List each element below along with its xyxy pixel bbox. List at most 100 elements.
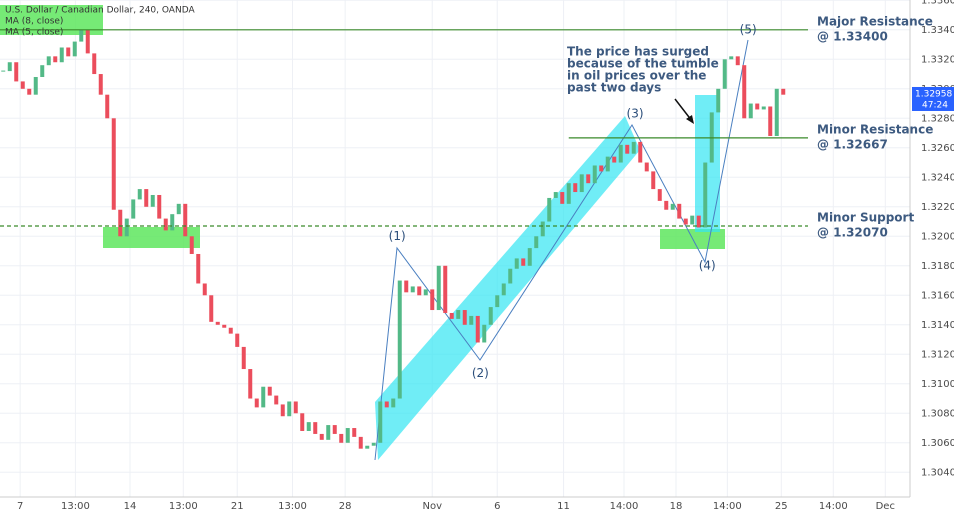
legend-entry: MA (8, close) (5, 17, 63, 27)
y-tick-label: 1.30400 (921, 467, 954, 478)
candle (761, 106, 766, 110)
candle (781, 88, 786, 95)
candle (332, 425, 337, 434)
y-tick-label: 1.31800 (921, 261, 954, 272)
wave-label: (4) (699, 258, 716, 272)
candle (209, 295, 214, 322)
candle (287, 401, 292, 417)
candle (79, 29, 84, 42)
wave-line (374, 39, 749, 461)
candle (514, 258, 519, 269)
y-tick-label: 1.32600 (921, 143, 954, 154)
level-name: Major Resistance (817, 14, 933, 28)
x-tick-label: 14:00 (819, 501, 848, 512)
x-tick-label: 14:00 (610, 501, 639, 512)
candle (196, 253, 201, 284)
candle (449, 312, 454, 319)
candle (319, 433, 324, 440)
candle (261, 386, 266, 408)
candle (527, 248, 532, 266)
x-tick-label: 13:00 (278, 501, 307, 512)
candle (690, 215, 695, 225)
candle (670, 203, 675, 210)
candle (1, 70, 6, 72)
note-line: The price has surged (567, 45, 709, 59)
level-label: @ 1.32667 (817, 137, 888, 151)
candle (391, 398, 396, 408)
candle (404, 280, 409, 293)
x-tick-label: 14:00 (713, 501, 742, 512)
candle (144, 189, 149, 207)
candle (423, 289, 428, 296)
candle (573, 183, 578, 193)
candle (59, 47, 64, 63)
candle (664, 200, 669, 210)
candle (475, 315, 480, 343)
candle (618, 144, 623, 163)
candle (111, 118, 116, 210)
candle (118, 209, 123, 237)
y-tick-label: 1.31000 (921, 379, 954, 390)
candle (280, 404, 285, 417)
candle (742, 65, 747, 119)
x-tick-label: 25 (775, 501, 788, 512)
candle (150, 194, 155, 207)
y-tick-label: 1.31200 (921, 349, 954, 360)
candle (157, 194, 162, 219)
candle (274, 395, 279, 405)
x-tick-label: 13:00 (61, 501, 90, 512)
candle (553, 192, 558, 198)
candle (657, 189, 662, 201)
countdown: 47:24 (922, 100, 948, 110)
note-line: in oil prices over the (567, 69, 706, 83)
candle (462, 310, 467, 325)
candle (46, 56, 51, 66)
candle (267, 386, 272, 396)
y-tick-label: 1.30800 (921, 408, 954, 419)
candle (488, 307, 493, 325)
candle (521, 258, 526, 266)
candle (547, 197, 552, 222)
candle (612, 156, 617, 163)
candle (631, 141, 636, 154)
x-tick-label: 14 (124, 501, 137, 512)
y-tick-label: 1.31600 (921, 290, 954, 301)
candle (20, 81, 25, 89)
candle (599, 165, 604, 172)
candle (33, 76, 38, 95)
candle (703, 162, 708, 228)
candle (215, 321, 220, 325)
x-tick-label: 13:00 (169, 501, 198, 512)
wave-label: (2) (472, 366, 489, 380)
candle (482, 324, 487, 343)
y-tick-label: 1.33400 (921, 25, 954, 36)
candle (170, 214, 175, 231)
candle (254, 398, 259, 408)
candle (40, 65, 45, 77)
candle (92, 53, 97, 75)
candle (430, 289, 435, 311)
candle (365, 445, 370, 449)
level-name: Minor Support (817, 210, 914, 224)
y-tick-label: 1.33200 (921, 54, 954, 65)
candle (722, 59, 727, 89)
candle (98, 74, 103, 95)
candle (586, 174, 591, 184)
candle (183, 203, 188, 237)
candle (235, 333, 240, 347)
candle (248, 369, 253, 399)
last-price: 1.32958 (915, 89, 952, 99)
candle (352, 428, 357, 437)
candle (683, 218, 688, 225)
candle (66, 47, 71, 57)
candle (163, 218, 168, 231)
candle (131, 199, 136, 219)
candle (768, 106, 773, 136)
x-tick-label: Nov (422, 501, 442, 512)
candle (53, 56, 58, 63)
candle (508, 268, 513, 284)
legend-entry: MA (5, close) (5, 28, 63, 38)
y-tick-label: 1.32800 (921, 113, 954, 124)
price-tag (912, 86, 954, 111)
